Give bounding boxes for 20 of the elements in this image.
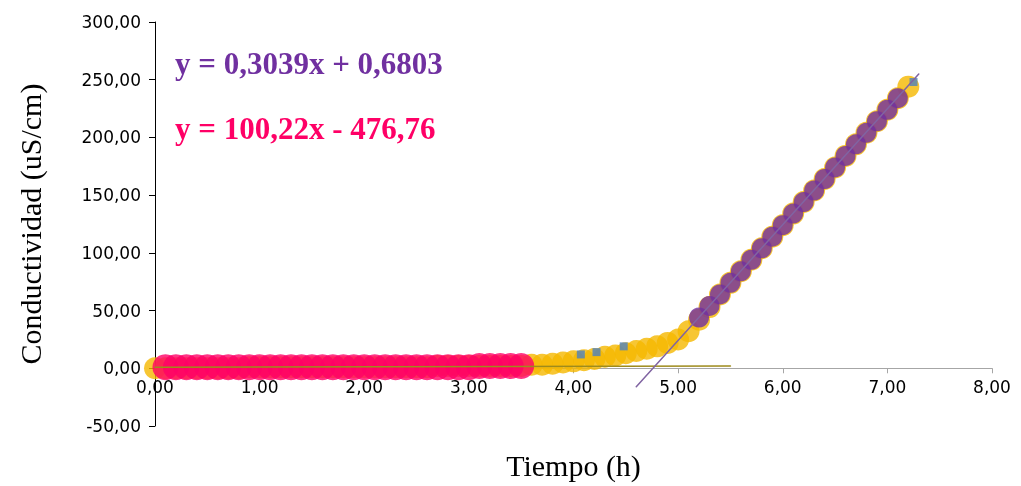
y-tick-label: 200,00 — [81, 127, 141, 148]
x-tick-label: 7,00 — [868, 376, 907, 397]
y-tick-label: -50,00 — [86, 416, 141, 436]
x-tick-label: 3,00 — [449, 376, 488, 397]
y-tick-label: 0,00 — [103, 358, 141, 379]
y-tick-label: 50,00 — [92, 300, 141, 321]
y-axis-title: Conductividad (uS/cm) — [13, 83, 48, 365]
y-tick-label: 300,00 — [81, 12, 141, 32]
x-axis-title: Tiempo (h) — [506, 448, 641, 483]
y-tick-label: 150,00 — [81, 185, 141, 206]
x-tick-label: 1,00 — [240, 376, 279, 397]
y-tick-label: 250,00 — [81, 69, 141, 90]
x-tick-label: 2,00 — [345, 376, 384, 397]
x-tick-label: 5,00 — [659, 376, 698, 397]
x-tick-label: 6,00 — [763, 376, 802, 397]
annotation: y = 100,22x - 476,76 — [175, 111, 436, 146]
x-tick-label: 4,00 — [554, 376, 593, 397]
y-tick-label: 100,00 — [81, 242, 141, 263]
x-tick-label: 8,00 — [973, 376, 1011, 397]
annotation: y = 0,3039x + 0,6803 — [175, 46, 443, 81]
